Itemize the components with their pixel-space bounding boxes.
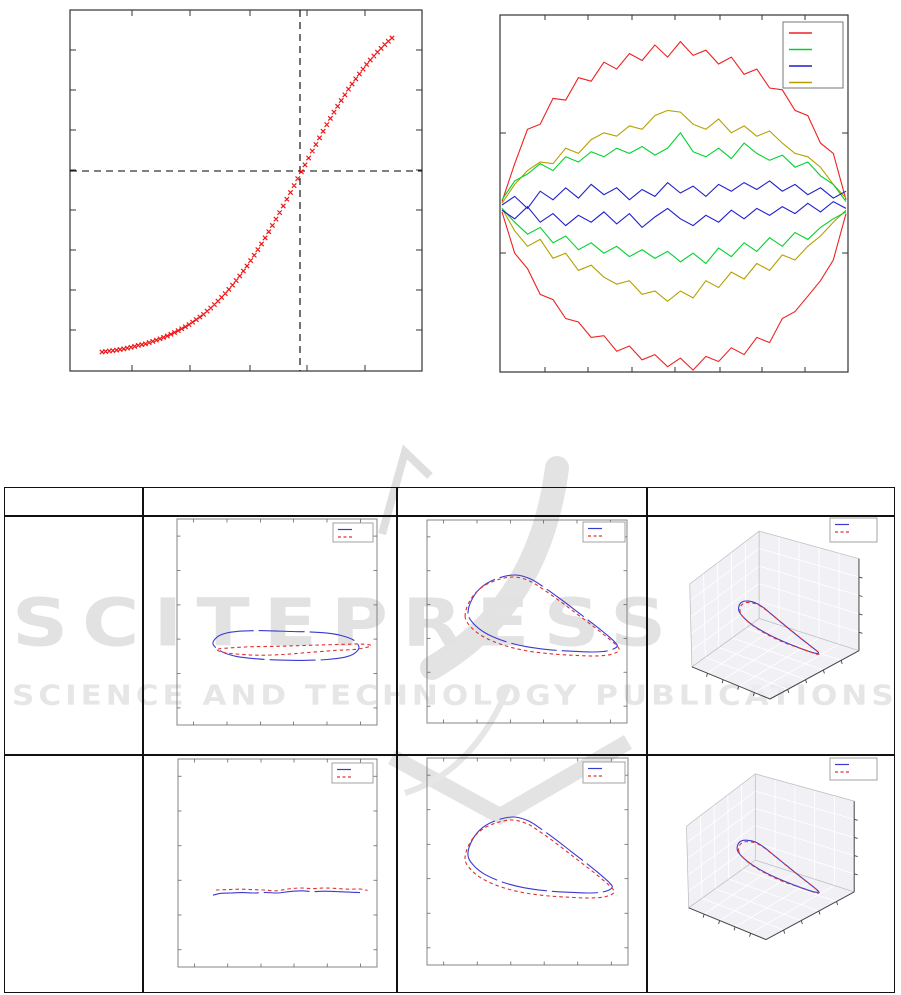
r1c3-curve-red-dashed: [464, 576, 620, 657]
table-divider-h1: [5, 515, 894, 517]
envelope-line-green-upper: [501, 131, 847, 202]
r1c4-curve-blue-solid: [738, 600, 820, 654]
envelope-line-blue-upper: [501, 180, 847, 210]
table-row1-label-cell: [5, 515, 142, 754]
table-row2-label-cell: [5, 754, 142, 994]
plot-noise-envelope-legend: [782, 21, 844, 89]
r2c3-curve-red-dashed: [464, 819, 615, 899]
plot-sigmoid: [69, 9, 423, 372]
subplot-r2c4: [686, 757, 878, 941]
r1c4-curve-red-dashed: [739, 601, 820, 655]
subplot-r2c3: [426, 757, 629, 966]
r2c4-curve-blue-solid: [736, 839, 820, 893]
results-table: [4, 487, 895, 993]
r2c2-curve-red-dashed: [215, 887, 368, 892]
table-header-cell-3: [396, 488, 646, 515]
table-divider-v2: [396, 488, 398, 992]
table-header-cell-1: [5, 488, 142, 515]
table-divider-h2: [5, 754, 894, 756]
envelope-line-green-lower: [501, 208, 847, 265]
table-divider-v1: [142, 488, 144, 992]
table-divider-v3: [646, 488, 648, 992]
sigmoid-markers: [99, 35, 395, 355]
subplot-r1c4: [689, 517, 878, 700]
table-header-cell-2: [142, 488, 396, 515]
plot-noise-envelope: [499, 14, 849, 373]
r2c2-curve-blue-solid: [212, 890, 361, 896]
table-header-cell-4: [646, 488, 896, 515]
r1c2-curve-red-dashed: [216, 643, 372, 656]
r2c4-curve-red-dashed: [737, 841, 820, 894]
envelope-line-blue-lower: [501, 200, 847, 229]
r1c3-curve-blue-solid: [467, 574, 618, 653]
envelope-line-red-upper: [501, 40, 847, 202]
envelope-line-olive-lower: [501, 208, 847, 303]
envelope-line-olive-upper: [501, 109, 847, 204]
envelope-line-red-lower: [501, 211, 847, 371]
r1c2-curve-blue-solid: [212, 630, 360, 661]
r2c3-curve-blue-solid: [467, 816, 613, 894]
subplot-r1c2: [176, 518, 378, 726]
subplot-r1c3: [426, 519, 628, 724]
subplot-r2c2: [177, 758, 378, 968]
